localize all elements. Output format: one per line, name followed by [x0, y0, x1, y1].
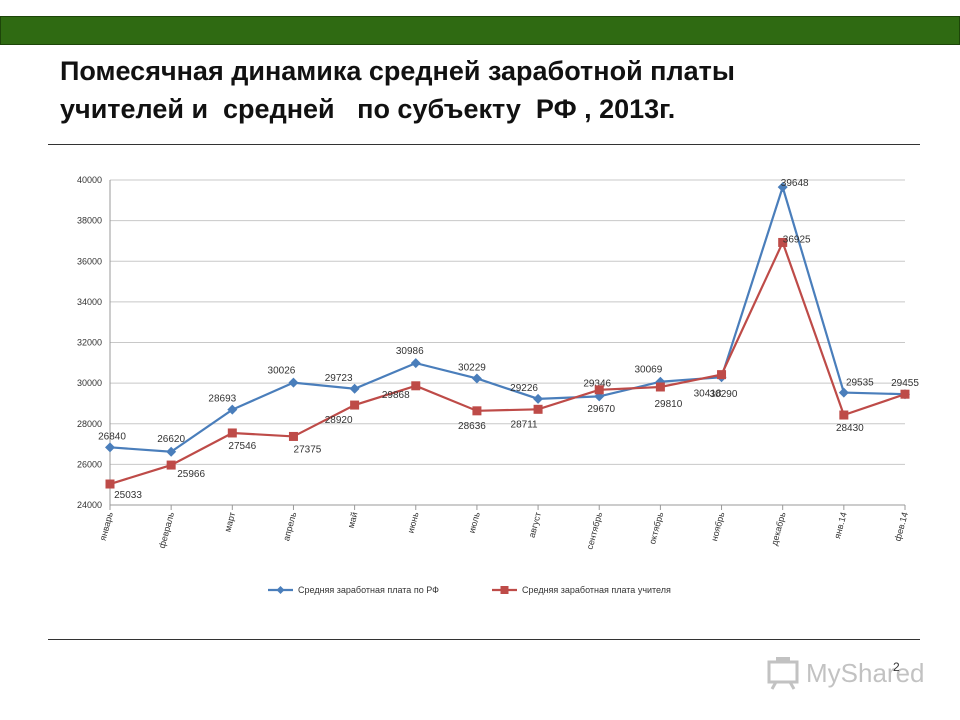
data-label: 30418	[694, 389, 722, 400]
data-label: 30229	[458, 362, 486, 373]
top-accent-bar	[0, 16, 960, 45]
x-tick-label: апрель	[281, 511, 298, 542]
data-point-square	[227, 428, 237, 438]
x-tick-label: март	[222, 511, 237, 533]
data-label: 36925	[783, 234, 811, 245]
y-tick-label: 26000	[77, 459, 102, 469]
x-tick-label: февраль	[157, 511, 176, 550]
data-point-square	[594, 385, 604, 395]
data-label: 30069	[634, 365, 662, 376]
presentation-icon	[767, 657, 799, 690]
top-divider	[48, 144, 920, 145]
data-point-diamond	[655, 376, 666, 387]
data-point-square	[411, 381, 421, 391]
series-line-2	[109, 239, 906, 486]
data-point-square	[655, 382, 665, 392]
line-chart: 24000 26000 28000 30000 32000 34000 36000 38000…	[77, 175, 919, 595]
x-tick-label: июнь	[405, 511, 420, 535]
y-tick-label: 38000	[77, 216, 102, 226]
legend-label: Средняя заработная плата по РФ	[298, 585, 439, 595]
data-label: 26840	[98, 431, 126, 442]
data-label: 39648	[781, 178, 809, 189]
data-point-diamond	[471, 373, 482, 384]
data-label: 28636	[458, 421, 486, 432]
data-label: 28693	[208, 394, 236, 405]
x-tick-label: ноябрь	[709, 511, 726, 543]
x-tick-label: август	[527, 511, 543, 539]
x-tick-label: май	[346, 511, 360, 529]
page-number: 2	[893, 660, 900, 674]
data-label: 25966	[177, 469, 205, 480]
page-title: Помесячная динамика средней заработной п…	[60, 52, 920, 128]
x-tick-label: октябрь	[647, 511, 665, 546]
data-label: 27375	[294, 444, 322, 455]
bottom-divider	[48, 639, 920, 640]
data-label: 28430	[836, 423, 864, 434]
data-point-diamond	[105, 442, 115, 453]
data-label: 26620	[157, 434, 185, 445]
data-label: 30290	[710, 389, 738, 400]
series-line-1	[109, 183, 906, 453]
x-tick-label: декабрь	[769, 511, 788, 547]
title-line-1: Помесячная динамика средней заработной п…	[60, 56, 735, 86]
data-label: 30026	[268, 366, 296, 377]
legend-label: Средняя заработная плата учителя	[522, 585, 671, 595]
data-label: 29670	[587, 404, 615, 415]
y-tick-label: 36000	[77, 256, 102, 266]
data-point-diamond	[838, 387, 849, 398]
data-label: 29535	[846, 378, 874, 389]
watermark: MyShared	[766, 656, 926, 692]
x-tick-label: январь	[98, 511, 115, 542]
data-point-diamond	[410, 358, 421, 369]
data-point-diamond	[533, 393, 544, 404]
data-label: 28920	[325, 415, 353, 426]
data-point-square	[288, 431, 298, 441]
data-point-diamond	[227, 404, 238, 415]
data-point-diamond	[166, 446, 177, 457]
y-tick-label: 30000	[77, 378, 102, 388]
data-point-diamond	[594, 391, 605, 402]
legend-marker-diamond	[276, 586, 285, 594]
y-tick-label: 40000	[77, 175, 102, 185]
data-point-square	[350, 400, 360, 410]
data-point-square	[717, 370, 727, 380]
data-label: 28711	[511, 419, 539, 430]
x-tick-label: янв.14	[832, 511, 849, 540]
data-point-square	[839, 410, 849, 420]
data-point-square	[533, 404, 543, 414]
legend-marker-square	[500, 586, 509, 594]
y-tick-label: 28000	[77, 419, 102, 429]
data-point-diamond	[777, 182, 788, 193]
title-line-2: учителей и средней по субъекту РФ , 2013…	[60, 94, 676, 124]
data-point-square	[472, 406, 482, 416]
data-label: 29226	[510, 383, 538, 394]
data-label: 27546	[228, 441, 256, 452]
x-tick-label: сентябрь	[585, 511, 605, 551]
y-tick-label: 32000	[77, 338, 102, 348]
data-label: 30986	[396, 346, 424, 357]
data-point-square	[778, 237, 788, 247]
y-tick-label: 24000	[77, 500, 102, 510]
data-label: 25033	[114, 490, 142, 501]
data-point-square	[166, 460, 176, 470]
y-tick-label: 34000	[77, 297, 102, 307]
watermark-text: MyShared	[806, 658, 925, 688]
data-point-square	[900, 389, 910, 399]
data-point-square	[105, 479, 115, 489]
data-point-diamond	[288, 377, 299, 388]
data-label: 29346	[583, 378, 611, 389]
x-tick-label: фев.14	[893, 511, 910, 542]
data-label: 29810	[654, 399, 682, 410]
data-label: 29868	[382, 390, 410, 401]
data-point-diamond	[349, 383, 360, 394]
data-label: 29455	[891, 378, 919, 389]
data-label: 29723	[325, 373, 353, 384]
x-tick-label: июль	[467, 511, 482, 535]
